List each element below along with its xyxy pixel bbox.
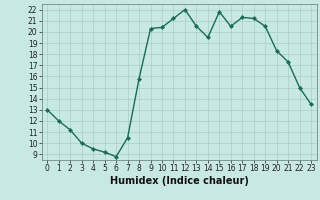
X-axis label: Humidex (Indice chaleur): Humidex (Indice chaleur) [110,176,249,186]
